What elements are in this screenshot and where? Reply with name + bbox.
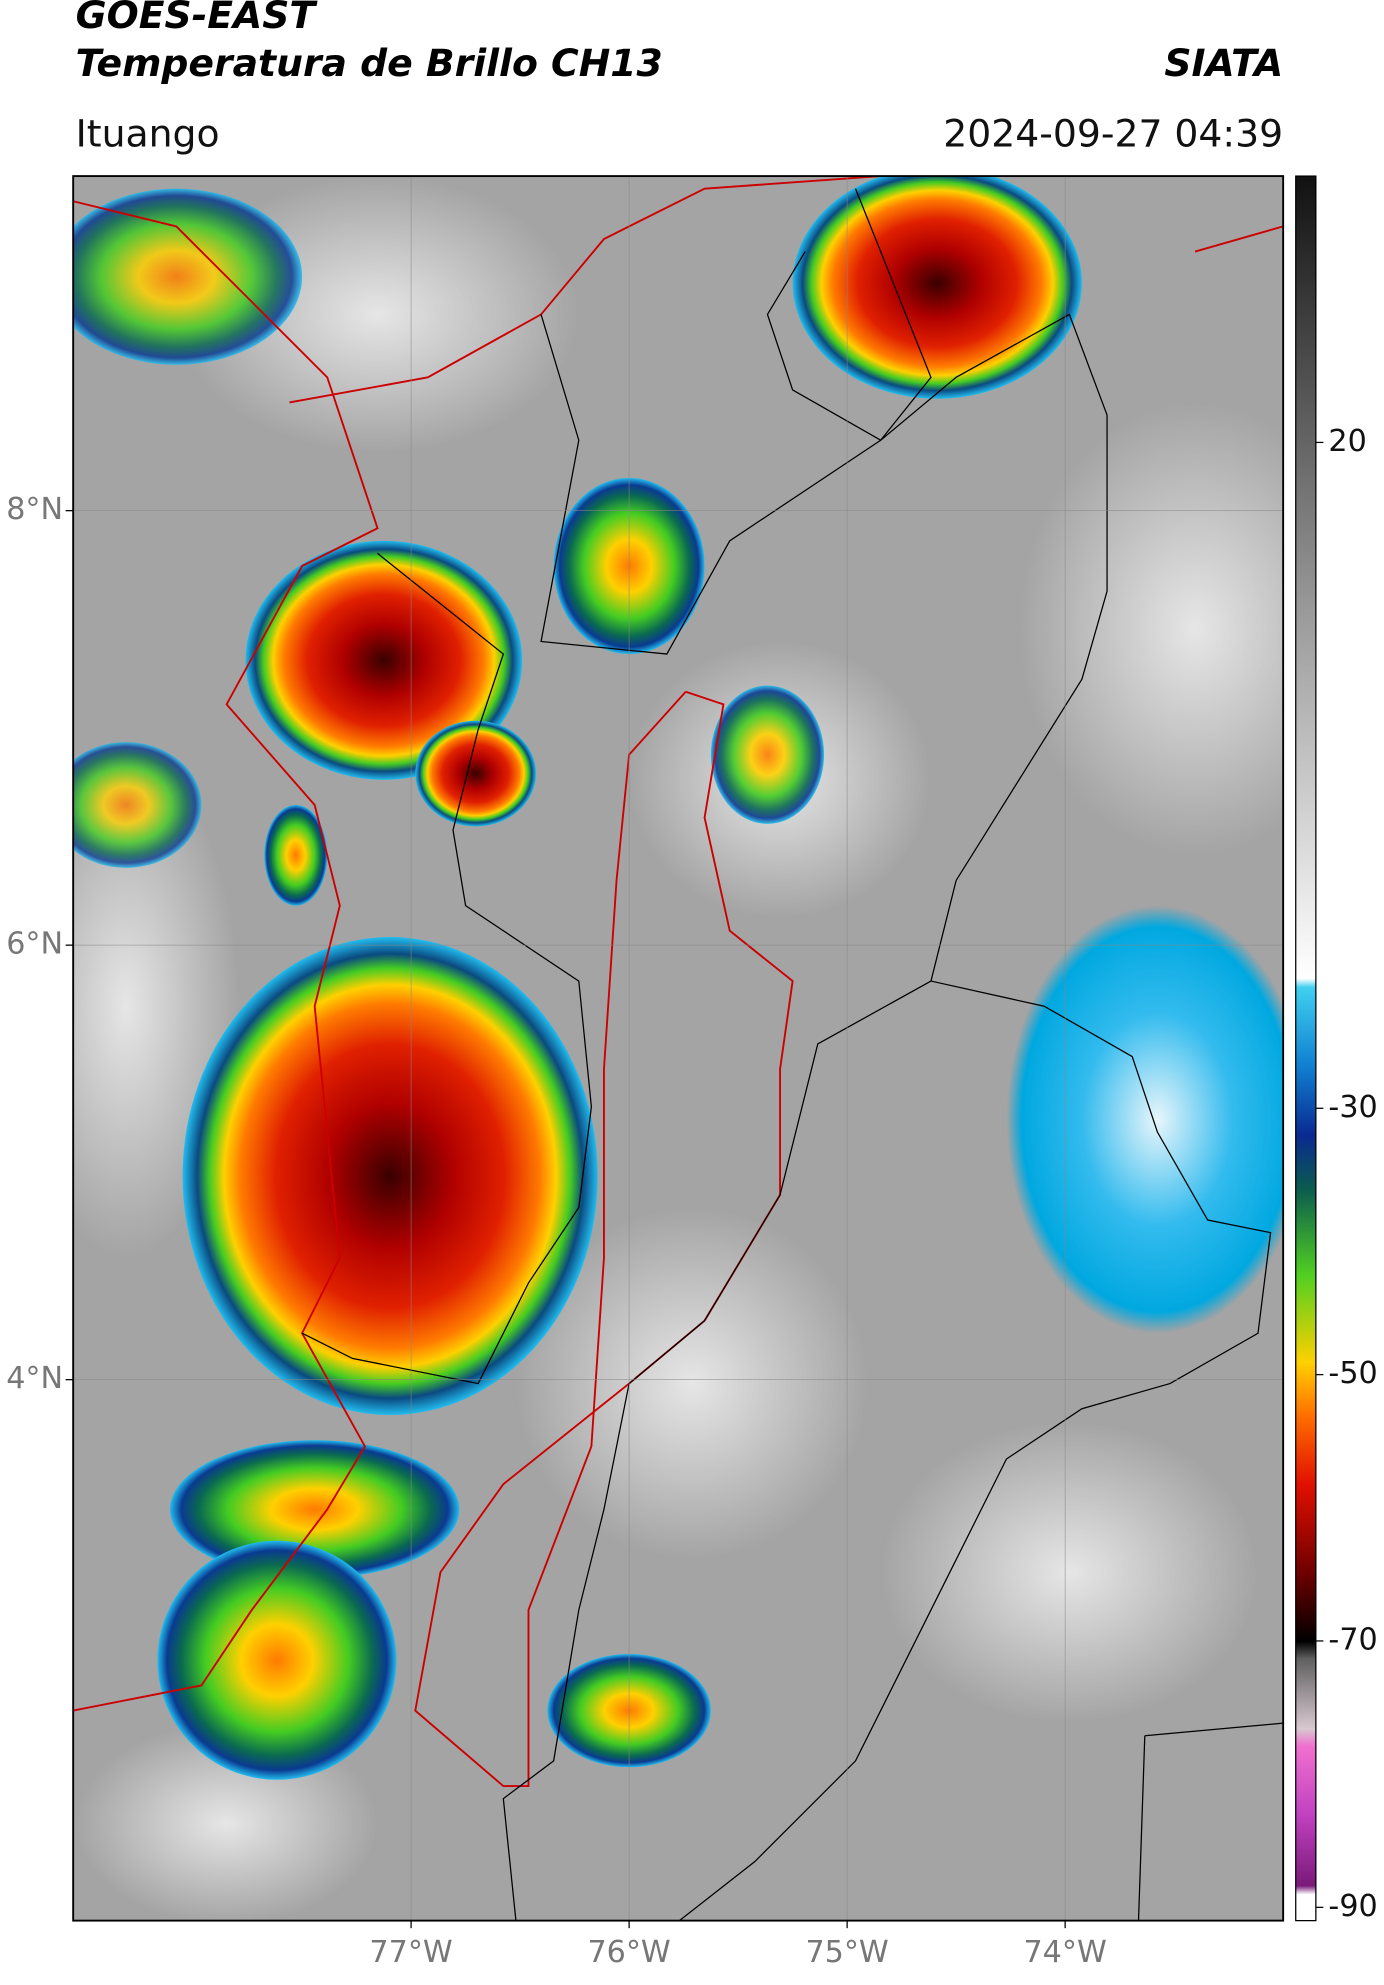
title: GOES-EAST bbox=[76, 0, 319, 37]
source: SIATA bbox=[1164, 41, 1283, 85]
colorbar-tick-label: -30 bbox=[1328, 1090, 1377, 1125]
y-tick-label: 8°N bbox=[6, 492, 63, 527]
colorbar-tick-label: 20 bbox=[1328, 424, 1366, 459]
colorbar-tick-label: -50 bbox=[1328, 1356, 1377, 1391]
colorbar-tick-label: -90 bbox=[1328, 1889, 1377, 1924]
y-tick-label: 4°N bbox=[6, 1361, 63, 1396]
satellite-image bbox=[73, 176, 1284, 1921]
y-tick-label: 6°N bbox=[6, 927, 63, 962]
x-tick-label: 77°W bbox=[369, 1935, 452, 1970]
colorbar-tick-label: -70 bbox=[1328, 1622, 1377, 1657]
location: Ituango bbox=[76, 111, 220, 155]
map-frame bbox=[72, 175, 1285, 1922]
colorbar bbox=[1295, 175, 1317, 1922]
subtitle: Temperatura de Brillo CH13 bbox=[76, 41, 663, 85]
x-tick-label: 74°W bbox=[1023, 1935, 1106, 1970]
x-tick-label: 75°W bbox=[805, 1935, 888, 1970]
x-tick-label: 76°W bbox=[587, 1935, 670, 1970]
datetime: 2024-09-27 04:39 bbox=[943, 111, 1283, 155]
